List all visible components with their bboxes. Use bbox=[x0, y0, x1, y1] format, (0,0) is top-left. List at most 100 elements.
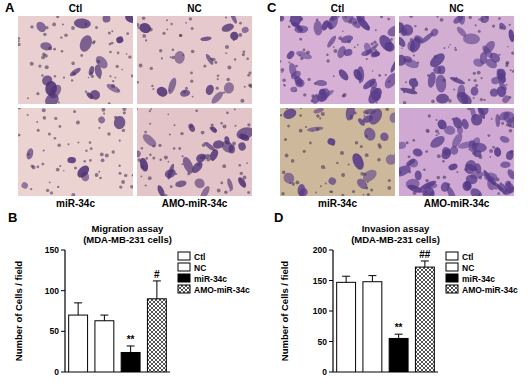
pore bbox=[223, 91, 225, 93]
pore bbox=[111, 30, 113, 32]
subtitle: (MDA-MB-231 cells) bbox=[83, 234, 172, 245]
cell bbox=[175, 180, 187, 188]
pore bbox=[238, 33, 242, 37]
pore bbox=[440, 18, 444, 22]
title: Invasion assay bbox=[362, 223, 430, 234]
pore bbox=[105, 153, 109, 157]
cell bbox=[450, 146, 459, 155]
cell bbox=[469, 108, 477, 120]
pore bbox=[505, 64, 508, 67]
y-tick-label: 100 bbox=[45, 286, 59, 296]
cell bbox=[336, 45, 348, 60]
pore bbox=[182, 155, 184, 157]
pore bbox=[102, 108, 106, 112]
pore bbox=[63, 77, 65, 79]
pore bbox=[181, 163, 183, 165]
pore bbox=[507, 46, 509, 48]
pore bbox=[189, 17, 192, 20]
cell bbox=[474, 150, 482, 158]
image-label: NC bbox=[187, 3, 201, 14]
cell bbox=[457, 140, 475, 150]
y-label: Number of Cells / field bbox=[13, 261, 24, 361]
cell bbox=[326, 21, 333, 30]
pore bbox=[36, 92, 39, 95]
cell bbox=[314, 86, 332, 104]
y-tick-label: 150 bbox=[45, 245, 59, 255]
pore bbox=[131, 74, 133, 77]
chart: BMigration assay(MDA-MB-231 cells)Number… bbox=[8, 210, 250, 377]
pore bbox=[232, 142, 236, 146]
pore bbox=[54, 137, 57, 140]
pore bbox=[145, 184, 147, 186]
pore bbox=[387, 186, 391, 190]
pore bbox=[360, 145, 363, 148]
pore bbox=[225, 16, 227, 18]
pore bbox=[303, 93, 306, 96]
cell bbox=[174, 50, 186, 64]
pore bbox=[511, 51, 514, 54]
pore bbox=[288, 25, 291, 28]
pore bbox=[240, 172, 243, 175]
pore bbox=[32, 166, 36, 170]
y-tick bbox=[61, 372, 65, 373]
pore bbox=[406, 141, 409, 144]
image-label: Ctl bbox=[331, 3, 345, 14]
micrograph bbox=[399, 108, 514, 196]
cell bbox=[407, 41, 415, 52]
y-axis bbox=[64, 250, 65, 372]
pore bbox=[468, 79, 470, 81]
pore bbox=[426, 129, 430, 133]
cell bbox=[363, 42, 372, 54]
y-tick bbox=[329, 341, 333, 342]
pore bbox=[124, 174, 127, 177]
pore bbox=[378, 74, 381, 77]
pore bbox=[326, 59, 329, 62]
pore bbox=[303, 49, 306, 52]
cell bbox=[350, 151, 366, 171]
pore bbox=[139, 64, 143, 68]
pore bbox=[100, 153, 104, 157]
pore bbox=[239, 164, 242, 167]
pore bbox=[37, 165, 40, 168]
pore bbox=[59, 165, 61, 167]
cell bbox=[326, 16, 339, 30]
pore bbox=[137, 108, 138, 110]
pore bbox=[217, 189, 221, 193]
pore bbox=[428, 114, 431, 117]
legend-label: NC bbox=[194, 263, 206, 273]
pore bbox=[95, 173, 99, 177]
pore bbox=[109, 75, 111, 77]
pore bbox=[367, 193, 370, 196]
cell bbox=[187, 122, 196, 132]
pore bbox=[296, 181, 300, 185]
pore bbox=[103, 113, 105, 115]
pore bbox=[443, 175, 447, 179]
pore bbox=[89, 141, 92, 144]
pore bbox=[152, 88, 154, 90]
error-bar bbox=[395, 334, 403, 338]
pore bbox=[173, 147, 176, 150]
pore bbox=[239, 22, 242, 25]
cell bbox=[449, 76, 466, 86]
cell bbox=[385, 154, 395, 165]
pore bbox=[195, 109, 198, 112]
pore bbox=[85, 150, 87, 152]
pore bbox=[442, 160, 445, 163]
pore bbox=[122, 129, 125, 132]
pore bbox=[121, 69, 123, 71]
pore bbox=[225, 45, 229, 49]
subtitle: (MDA-MB-231 cells) bbox=[351, 234, 440, 245]
y-tick-label: 100 bbox=[313, 306, 327, 316]
cell bbox=[105, 82, 121, 94]
pore bbox=[109, 51, 112, 54]
pore bbox=[291, 159, 295, 163]
pore bbox=[325, 183, 327, 185]
pore bbox=[372, 70, 374, 72]
pore bbox=[498, 17, 501, 20]
pore bbox=[112, 80, 114, 82]
pore bbox=[224, 190, 228, 194]
panel-label: B bbox=[8, 210, 17, 225]
micrograph bbox=[137, 16, 252, 104]
pore bbox=[246, 162, 248, 164]
pore bbox=[288, 61, 290, 63]
